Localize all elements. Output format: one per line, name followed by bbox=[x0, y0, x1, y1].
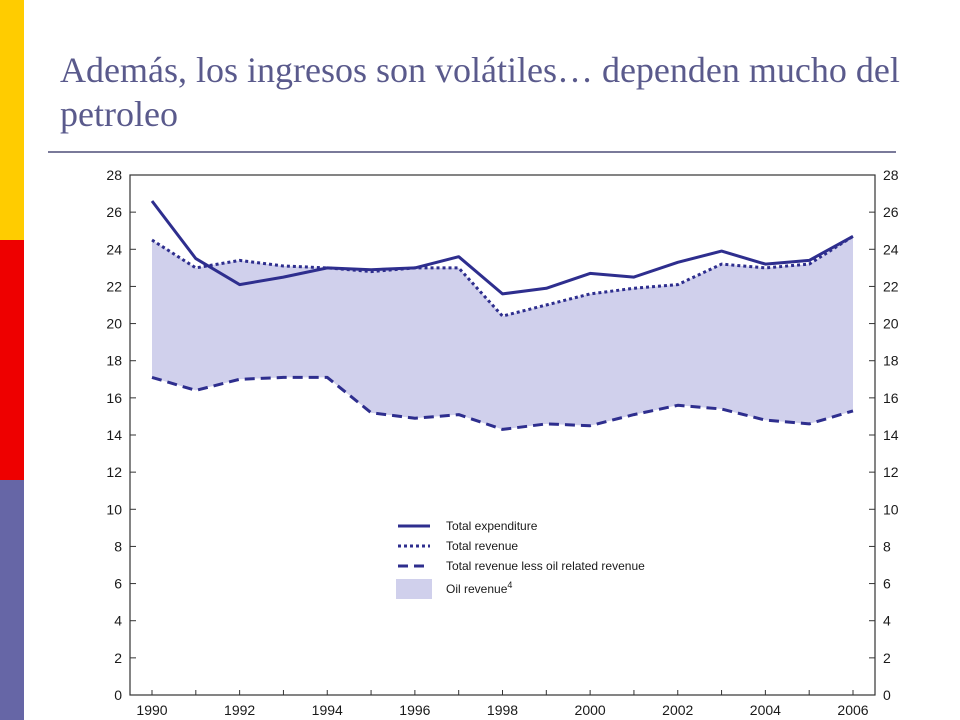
legend-label-2: Total revenue less oil related revenue bbox=[446, 559, 645, 573]
y-tick-label-right: 14 bbox=[883, 427, 899, 443]
x-tick-label: 1996 bbox=[399, 702, 430, 718]
y-tick-label-left: 10 bbox=[106, 501, 122, 517]
series-line-0 bbox=[150, 200, 854, 296]
series-line-2 bbox=[151, 375, 854, 431]
y-tick-label-left: 0 bbox=[114, 687, 122, 703]
accent-stripe-yellow bbox=[0, 0, 24, 240]
x-tick-label: 2006 bbox=[837, 702, 868, 718]
legend-label-1: Total revenue bbox=[446, 539, 518, 553]
x-tick-label: 2002 bbox=[662, 702, 693, 718]
legend-label-area: Oil revenue4 bbox=[446, 580, 512, 596]
y-tick-label-right: 24 bbox=[883, 241, 899, 257]
y-tick-label-right: 8 bbox=[883, 538, 891, 554]
oil-revenue-area bbox=[152, 236, 853, 430]
y-tick-label-left: 26 bbox=[106, 204, 122, 220]
y-tick-label-right: 0 bbox=[883, 687, 891, 703]
y-tick-label-right: 16 bbox=[883, 390, 899, 406]
plot-frame bbox=[129, 174, 876, 696]
y-tick-label-left: 2 bbox=[114, 650, 122, 666]
y-tick-label-right: 4 bbox=[883, 613, 891, 629]
slide-title: Además, los ingresos son volátiles… depe… bbox=[60, 50, 900, 134]
accent-stripe-blue bbox=[0, 480, 24, 720]
y-tick-label-right: 6 bbox=[883, 576, 891, 592]
y-tick-label-right: 2 bbox=[883, 650, 891, 666]
y-tick-label-left: 6 bbox=[114, 576, 122, 592]
y-tick-label-left: 4 bbox=[114, 613, 122, 629]
x-tick-label: 1990 bbox=[136, 702, 167, 718]
x-tick-label: 1994 bbox=[312, 702, 343, 718]
y-tick-label-left: 22 bbox=[106, 278, 122, 294]
legend-swatch-area bbox=[396, 579, 432, 599]
y-tick-label-right: 22 bbox=[883, 278, 899, 294]
y-tick-label-right: 28 bbox=[883, 167, 899, 183]
x-tick-label: 1998 bbox=[487, 702, 518, 718]
accent-stripe-red bbox=[0, 240, 24, 480]
y-tick-label-right: 10 bbox=[883, 501, 899, 517]
y-tick-label-left: 14 bbox=[106, 427, 122, 443]
y-tick-label-right: 18 bbox=[883, 353, 899, 369]
legend-label-0: Total expenditure bbox=[446, 519, 538, 533]
y-tick-label-right: 20 bbox=[883, 316, 899, 332]
x-tick-label: 2000 bbox=[575, 702, 606, 718]
y-tick-label-right: 12 bbox=[883, 464, 899, 480]
y-tick-label-left: 24 bbox=[106, 241, 122, 257]
title-divider bbox=[48, 151, 896, 153]
y-tick-label-left: 12 bbox=[106, 464, 122, 480]
y-tick-label-right: 26 bbox=[883, 204, 899, 220]
y-tick-label-left: 28 bbox=[106, 167, 122, 183]
x-tick-label: 2004 bbox=[750, 702, 781, 718]
y-tick-label-left: 18 bbox=[106, 353, 122, 369]
y-tick-label-left: 8 bbox=[114, 538, 122, 554]
y-tick-label-left: 16 bbox=[106, 390, 122, 406]
y-tick-label-left: 20 bbox=[106, 316, 122, 332]
x-tick-label: 1992 bbox=[224, 702, 255, 718]
